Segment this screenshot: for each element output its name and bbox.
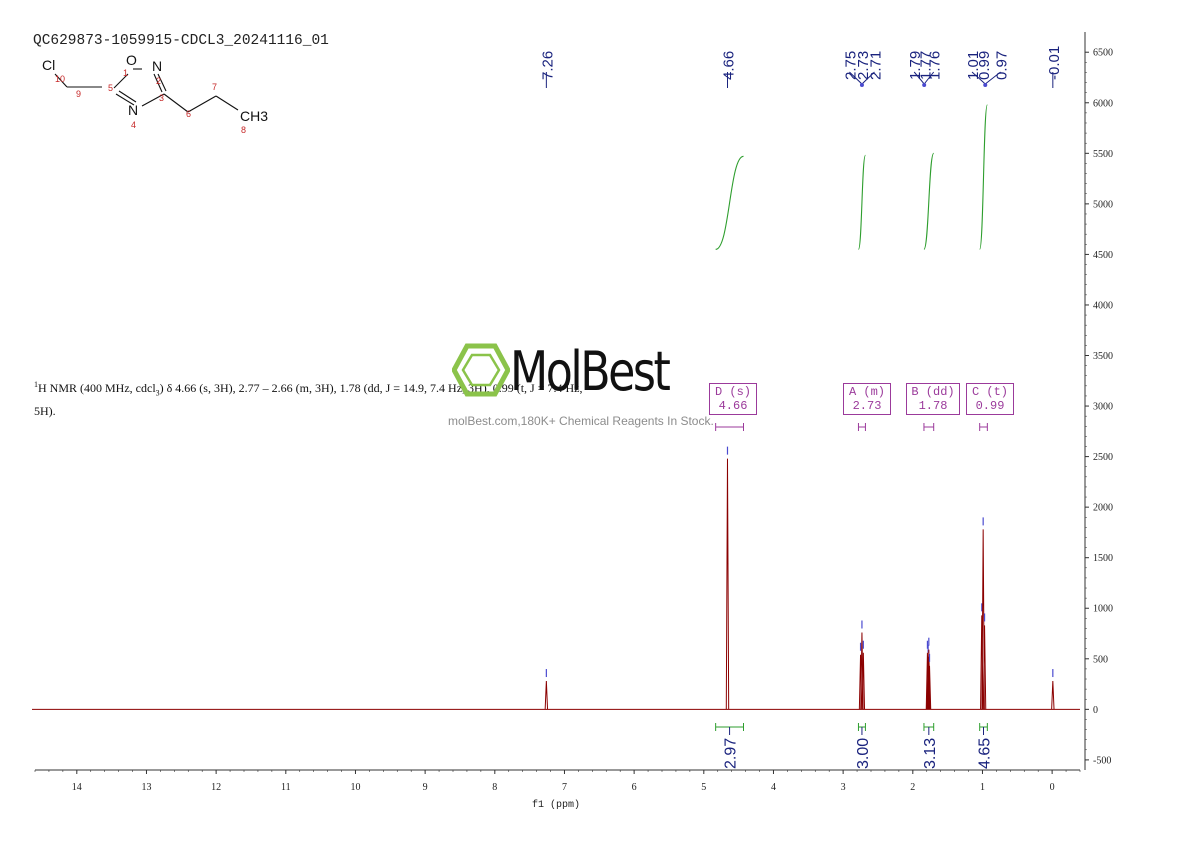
peak-label-layer: 7.26 4.66 2.752.732.71 1.791.771.76 1.010.99… [539,46,1063,88]
atom-number-7: 7 [212,82,217,92]
atom-number-10: 10 [55,74,65,84]
x-tick-label: 8 [492,782,497,793]
atom-number-1: 1 [123,68,128,78]
peak-label-fan-node [983,83,988,87]
watermark-tagline: molBest.com,180K+ Chemical Reagents In S… [448,414,714,428]
atom-number-9: 9 [76,89,81,99]
multiplet-annotation-a: A (m) 2.73 [843,383,891,415]
multiplet-annotation-c: C (t) 0.99 [966,383,1014,415]
multiplet-annotation-b: B (dd) 1.78 [906,383,960,415]
y-tick-label: 4000 [1093,300,1113,311]
y-tick-label: 0 [1093,705,1098,716]
x-tick-label: 3 [841,782,846,793]
y-tick-label: 2500 [1093,452,1113,463]
atom-o: O [126,52,137,68]
y-tick-label: 3500 [1093,351,1113,362]
multiplet-annotation-d: D (s) 4.66 [709,383,757,415]
peak-shift-label: 4.66 [720,51,737,80]
x-tick-label: 7 [562,782,567,793]
integral-layer: 2.97 3.00 3.13 4.65 [715,104,994,769]
integral-curve [923,152,935,250]
peak-shift-label: 2.73 [855,51,872,80]
x-tick-label: 4 [771,782,776,793]
sample-id-title: QC629873-1059915-CDCL3_20241116_01 [33,33,329,49]
y-tick-label: 3000 [1093,402,1113,413]
peak-shift-label: 2.71 [867,51,884,80]
spectrum-peak [927,649,931,710]
peak-shift-label: 1.76 [927,51,944,80]
y-tick-label: 1500 [1093,553,1113,564]
x-tick-label: 0 [1050,782,1055,793]
spectrum-peak [927,665,932,710]
integral-curve [715,155,744,250]
x-tick-label: 12 [211,782,221,793]
atom-number-3: 3 [159,93,164,103]
molecule-structure: Cl O N N CH3 1 2 3 4 5 6 7 8 9 10 [42,52,268,135]
peak-shift-label: 0.97 [994,51,1011,80]
atom-n4: N [128,102,138,118]
integral-curve [857,154,866,250]
molbest-logo-icon [452,343,510,397]
atom-number-2: 2 [156,76,161,86]
axis-layer: 14 13 12 11 10 9 8 7 6 5 4 3 2 1 0f1 (ppm)-50005001000… [34,32,1113,811]
y-tick-label: 1000 [1093,604,1113,615]
spectrum-peak [725,458,730,710]
y-tick-label: 6500 [1093,48,1113,59]
y-tick-label: -500 [1093,755,1111,766]
y-tick-label: 5000 [1093,199,1113,210]
y-tick-label: 5500 [1093,149,1113,160]
atom-cl: Cl [42,57,55,73]
integral-value: 2.97 [723,738,740,769]
integral-value: 4.65 [977,738,994,769]
x-tick-label: 1 [980,782,985,793]
x-tick-label: 13 [141,782,151,793]
atom-number-4: 4 [131,120,136,130]
peak-label-fan-node [922,83,927,87]
atom-ch3: CH3 [240,108,268,124]
x-tick-label: 6 [632,782,637,793]
x-tick-label: 9 [423,782,428,793]
y-tick-label: 2000 [1093,503,1113,514]
x-tick-label: 10 [350,782,360,793]
peak-shift-label: 1.01 [965,51,982,80]
integral-curve [979,104,988,250]
x-tick-label: 2 [910,782,915,793]
peak-shift-label: 0.99 [976,51,993,80]
peak-shift-label: 1.79 [907,51,924,80]
x-tick-label: 5 [701,782,706,793]
plot-layer [32,446,1080,710]
spectrum-peak [982,625,987,710]
x-tick-label: 11 [281,782,291,793]
peak-shift-label: 2.75 [842,51,859,80]
spectrum-peak [1051,681,1055,710]
peak-label-fan-node [859,83,864,87]
x-tick-label: 14 [72,782,82,793]
atom-number-8: 8 [241,125,246,135]
peak-shift-label: 7.26 [539,51,556,80]
y-tick-label: 500 [1093,654,1108,665]
spectrum-peak [861,652,866,710]
spectrum-peak [544,681,549,710]
peak-shift-label: -0.01 [1046,46,1063,80]
x-axis-title: f1 (ppm) [532,799,580,811]
watermark-brand: MolBest [510,340,671,403]
atom-number-5: 5 [108,83,113,93]
y-tick-label: 4500 [1093,250,1113,261]
atom-number-6: 6 [186,109,191,119]
y-tick-label: 6000 [1093,98,1113,109]
integral-value: 3.00 [855,738,872,769]
integral-value: 3.13 [922,738,939,769]
atom-n2: N [152,58,162,74]
peak-shift-label: 1.77 [918,51,935,80]
